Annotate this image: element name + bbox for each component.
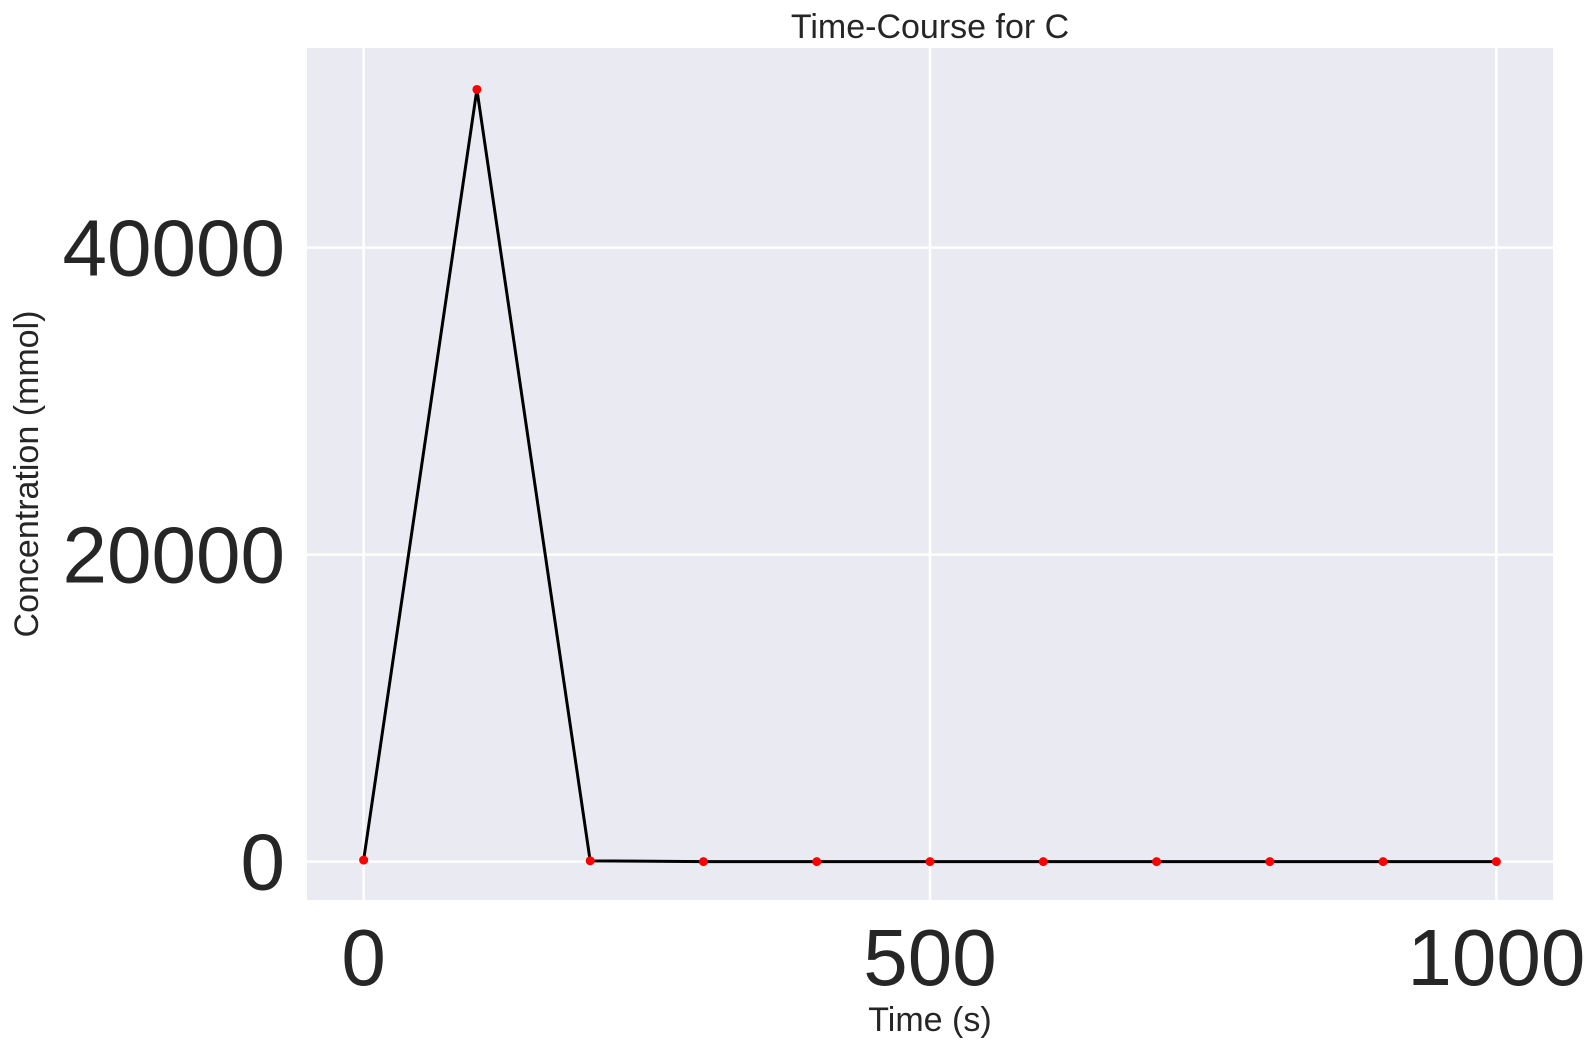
data-point — [812, 857, 822, 867]
y-tick-label: 0 — [241, 818, 286, 907]
data-point — [1491, 857, 1501, 867]
y-tick-labels: 0 20000 40000 — [63, 204, 285, 907]
x-tick-labels: 0 500 1000 — [341, 913, 1585, 1002]
x-axis-label: Time (s) — [868, 1001, 991, 1039]
y-tick-label: 20000 — [63, 511, 285, 600]
chart-title: Time-Course for C — [791, 8, 1069, 46]
x-tick-label: 500 — [863, 913, 996, 1002]
y-tick-label: 40000 — [63, 204, 285, 293]
x-tick-label: 1000 — [1407, 913, 1585, 1002]
series-layer — [359, 84, 1501, 867]
data-point — [1265, 857, 1275, 867]
data-point — [472, 84, 482, 94]
data-point — [585, 856, 595, 866]
data-point — [698, 857, 708, 867]
data-point — [1038, 857, 1048, 867]
data-point — [359, 855, 369, 865]
y-axis-label: Concentration (mmol) — [8, 311, 46, 638]
x-tick-label: 0 — [341, 913, 386, 1002]
data-point — [1378, 857, 1388, 867]
data-point — [1152, 857, 1162, 867]
data-point — [925, 857, 935, 867]
